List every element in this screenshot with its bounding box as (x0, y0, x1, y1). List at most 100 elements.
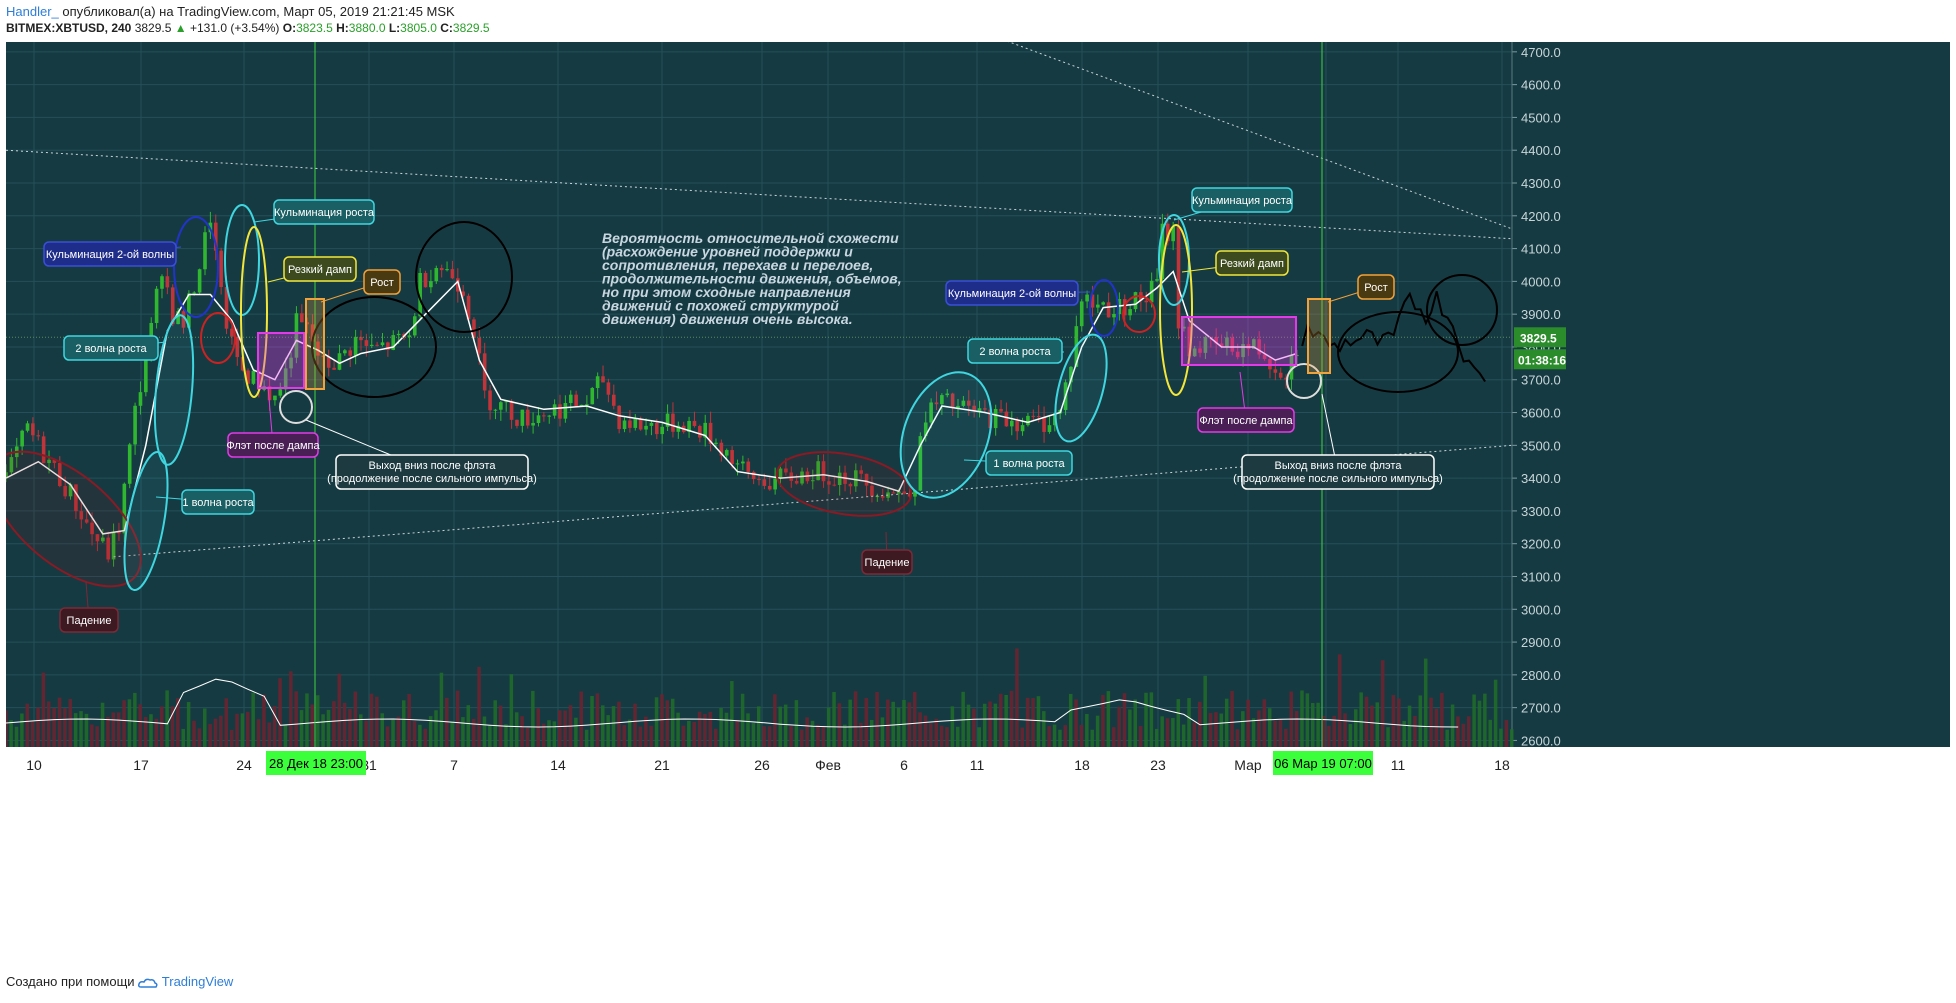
candle-body (848, 483, 853, 487)
volume-bar (644, 716, 648, 747)
volume-bar (332, 701, 336, 747)
volume-bar (1450, 704, 1455, 747)
candle-body (9, 457, 14, 473)
candle-body (493, 409, 498, 411)
volume-bar (821, 726, 826, 747)
candle-body (617, 405, 621, 430)
candle-body (283, 368, 288, 390)
volume-bar (504, 724, 508, 747)
candle-body (1278, 372, 1283, 378)
x-tick-label: 24 (236, 757, 252, 773)
high-label: H: (336, 21, 349, 35)
description-text: движения) движения очень высока. (602, 311, 853, 327)
volume-bar (283, 725, 288, 747)
x-tick-label: 11 (970, 757, 985, 773)
volume-bar (1423, 658, 1428, 747)
volume-bar (816, 725, 820, 747)
candle-body (746, 461, 751, 472)
volume-bar (1386, 727, 1390, 747)
callout-label: Выход вниз после флэта (1275, 460, 1403, 472)
callout-label: 1 волна роста (993, 458, 1065, 470)
volume-bar (724, 712, 729, 747)
y-tick-label: 4000.0 (1521, 274, 1561, 289)
candle-body (1225, 337, 1229, 347)
volume-bar (73, 713, 78, 747)
volume-bar (1380, 660, 1385, 747)
volume-bar (859, 722, 863, 747)
candle-body (698, 425, 702, 438)
callout-box (283, 256, 357, 282)
volume-bar (305, 693, 309, 747)
candle-body (816, 461, 820, 481)
price-chart[interactable]: 2600.0 2700.0 2800.0 2900.0 3000.0 3100.0 3200… (6, 42, 1950, 967)
candle-body (407, 335, 412, 338)
callout-label: Рост (370, 277, 394, 289)
x-tick-label: 26 (754, 757, 770, 773)
volume-bar (993, 703, 998, 747)
candle-body (671, 413, 675, 432)
y-tick-label: 4400.0 (1521, 143, 1561, 158)
y-tick-label: 2600.0 (1521, 733, 1561, 748)
volume-bar (939, 725, 944, 747)
volume-bar (1321, 715, 1326, 747)
volume-bar (627, 719, 632, 747)
volume-bar (601, 705, 605, 747)
small-red-ellipse (200, 312, 236, 364)
y-tick-label: 2900.0 (1521, 635, 1561, 650)
volume-bar (843, 724, 847, 747)
culmination2-ellipse-2 (1089, 279, 1119, 337)
candle-body (622, 420, 627, 430)
volume-bar (57, 697, 62, 747)
volume-bar (638, 726, 643, 747)
volume-bar (611, 706, 616, 747)
volume-bar (891, 701, 895, 747)
candle-body (929, 402, 933, 423)
candle-body (20, 430, 24, 447)
volume-bar (208, 724, 212, 747)
volume-bar (886, 699, 890, 747)
volume-bar (907, 702, 912, 747)
volume-bar (181, 728, 185, 747)
volume-bar (595, 693, 600, 747)
volume-bar (1316, 702, 1320, 747)
y-tick-label: 2700.0 (1521, 701, 1561, 716)
volume-bar (391, 719, 395, 747)
volume-bar (165, 690, 169, 747)
candle-body (1182, 326, 1186, 329)
candle-body (1171, 226, 1175, 242)
candle-body (568, 394, 573, 404)
callout-box (985, 450, 1073, 476)
volume-bar (262, 694, 266, 747)
volume-bar (461, 717, 465, 747)
volume-bar (52, 707, 56, 747)
volume-bar (536, 708, 540, 747)
volume-bar (488, 724, 492, 747)
y-tick-label: 4200.0 (1521, 209, 1561, 224)
candle-body (359, 336, 363, 341)
callout-box (861, 549, 913, 575)
volume-bar (622, 725, 627, 747)
tradingview-link[interactable]: TradingView (161, 974, 234, 989)
volume-bar (687, 720, 691, 747)
candle-body (117, 531, 121, 534)
candle-body (590, 388, 595, 405)
author-link[interactable]: Handler_ (6, 4, 59, 19)
y-tick-label: 4300.0 (1521, 176, 1561, 191)
volume-bar (1488, 719, 1492, 747)
candle-body (891, 492, 896, 494)
volume-bar (1219, 713, 1224, 747)
candle-body (95, 534, 100, 542)
candle-body (520, 409, 525, 426)
volume-bar (143, 716, 148, 747)
candle-body (913, 490, 917, 497)
volume-bar (783, 704, 788, 747)
volume-bar (692, 721, 696, 747)
volume-bar (246, 711, 250, 747)
volume-bar (1257, 710, 1261, 747)
volume-bar (445, 697, 449, 747)
flat-rectangle-2 (1181, 316, 1297, 366)
candle-body (864, 473, 869, 486)
volume-bar (1477, 700, 1482, 747)
callout-label: Резкий дамп (288, 264, 352, 276)
volume-bar (746, 713, 750, 747)
